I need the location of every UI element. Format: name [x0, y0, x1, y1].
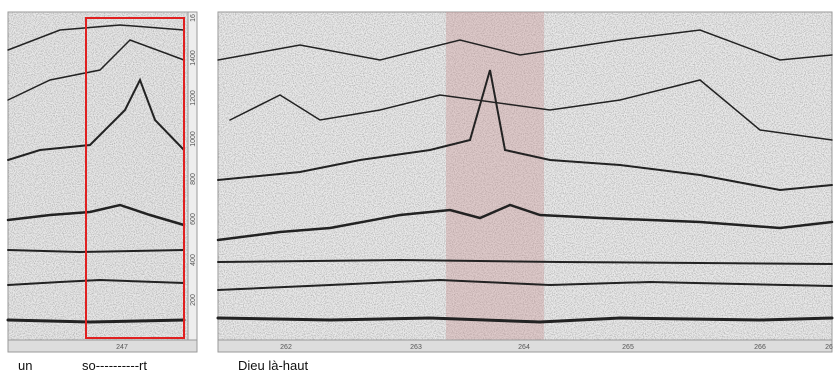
x-tick-label: 263 — [410, 344, 422, 351]
y-tick-label: 800 — [190, 173, 197, 185]
y-tick-label: 16 — [190, 14, 197, 22]
y-tick-label: 1400 — [190, 50, 197, 66]
y-tick-label: 1200 — [190, 90, 197, 106]
x-tick-label: 26 — [825, 344, 833, 351]
left-spectrogram: 200 400 600 800 1000 1200 1400 16 247 — [6, 11, 198, 353]
x-tick-label: 262 — [280, 344, 292, 351]
y-tick-label: 1000 — [190, 131, 197, 147]
y-tick-label: 600 — [190, 213, 197, 225]
x-tick-label: 266 — [754, 344, 766, 351]
x-tick-label: 247 — [116, 344, 128, 351]
x-tick-label: 265 — [622, 344, 634, 351]
x-tick-label: 264 — [518, 344, 530, 351]
y-tick-label: 400 — [190, 254, 197, 266]
lyric: so----------rt — [82, 358, 147, 373]
right-spectrogram: 262 263 264 265 266 26 — [216, 11, 834, 353]
lyric: un — [18, 358, 32, 373]
y-tick-label: 200 — [190, 294, 197, 306]
y-ticks: 200 400 600 800 1000 1200 1400 16 — [190, 14, 197, 306]
lyric: Dieu là-haut — [238, 358, 308, 373]
